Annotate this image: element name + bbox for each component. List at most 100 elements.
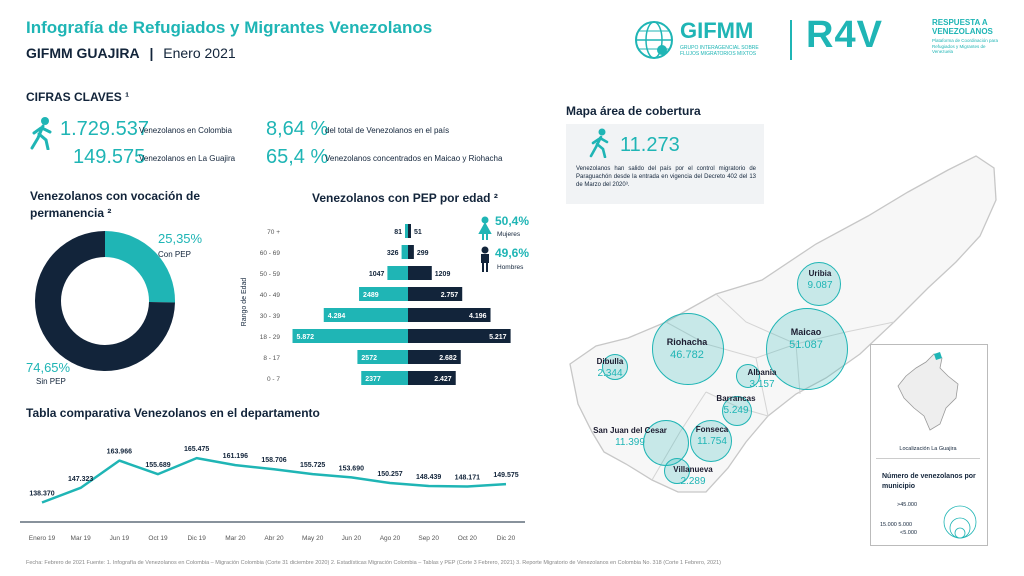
man-icon (481, 246, 489, 272)
uribia-label: Uribia 9.087 (807, 269, 833, 291)
legend-bubbles (943, 505, 977, 539)
pyramid-label-women: 1047 (369, 271, 385, 278)
trend-data-label: 153.690 (339, 465, 364, 472)
gifmm-logo: GIFMM GRUPO INTERAGENCIAL SOBRE FLUJOS M… (632, 18, 780, 62)
trend-line (41, 456, 507, 504)
pyramid-label-men: 5.217 (489, 334, 507, 341)
pyramid-tick-label: 8 - 17 (263, 355, 280, 362)
pyramid-label-women: 4.284 (328, 313, 346, 320)
trend-tick-label: Oct 20 (458, 535, 478, 542)
trend-data-label: 165.475 (184, 446, 209, 453)
pyramid-bar-women (361, 371, 408, 385)
pyramid-bar-women (357, 350, 408, 364)
pyramid-tick-label: 0 - 7 (267, 376, 280, 383)
men-label: Hombres (497, 264, 524, 271)
trend-data-label: 161.196 (223, 453, 248, 460)
trend-tick-label: Mar 19 (71, 535, 92, 542)
albania-bubble (736, 364, 760, 388)
permanence-donut-chart (35, 231, 176, 371)
pyramid-bar-women (405, 224, 408, 238)
colombia-label: Venezolanos en Colombia (139, 126, 232, 135)
pyramid-bar-women (387, 266, 408, 280)
pyramid-label-women: 2489 (363, 292, 379, 299)
separator: | (149, 45, 154, 61)
logo-divider (790, 20, 792, 60)
trend-data-label: 138.370 (29, 490, 54, 497)
trend-data-label: 147.323 (68, 476, 93, 483)
pyramid-bar-men (408, 266, 432, 280)
pep-label: Con PEP (158, 250, 191, 259)
trend-tick-label: Sep 20 (418, 535, 439, 542)
pyramid-bar-women (359, 287, 408, 301)
r4v-subtitle: Plataforma de Coordinación para Refugiad… (932, 38, 999, 54)
trend-tick-label: Abr 20 (264, 535, 284, 542)
legend-small: <5.000 (900, 530, 917, 536)
org-name: GIFMM GUAJIRA (26, 45, 140, 61)
pyramid-label-men: 2.757 (441, 292, 459, 299)
legend-title: Número de venezolanos por municipio (882, 473, 976, 490)
key-figures-heading: CIFRAS CLAVES ¹ (26, 90, 130, 104)
trend-heading: Tabla comparativa Venezolanos en el depa… (26, 406, 320, 420)
legend-mid: 15.000 5.000 (880, 522, 913, 528)
trend-data-label: 149.575 (493, 472, 518, 479)
trend-data-label: 158.706 (261, 457, 286, 464)
guajira-value: 149.575 (73, 146, 146, 168)
pyramid-bar-men (408, 224, 411, 238)
pct-maicao-value: 65,4 % (266, 146, 329, 168)
colombia-value: 1.729.537 (60, 118, 149, 140)
pyramid-bar-women (323, 308, 408, 322)
pyramid-bar-men (408, 308, 491, 322)
guajira-label: Venezolanos en La Guajira (139, 154, 236, 163)
pyramid-label-women: 2377 (365, 376, 381, 383)
trend-tick-label: Dic 20 (497, 535, 516, 542)
pyramid-label-women: 326 (387, 250, 399, 257)
pyramid-tick-label: 40 - 49 (260, 292, 281, 299)
pyramid-bar-women (401, 245, 408, 259)
trend-data-label: 148.439 (416, 474, 441, 481)
pyramid-y-axis-label: Rango de Edad (241, 278, 248, 327)
trend-tick-label: Oct 19 (148, 535, 168, 542)
maicao-bubble (766, 308, 848, 390)
pyramid-bar-men (408, 287, 463, 301)
pyramid-bar-men (408, 329, 511, 343)
pyramid-label-men: 299 (417, 250, 429, 257)
barrancas-bubble (722, 396, 752, 426)
pyramid-tick-label: 50 - 59 (260, 271, 281, 278)
pyramid-tick-label: 70 + (267, 229, 280, 236)
villanueva-bubble (664, 458, 690, 484)
pep-pct: 25,35% (158, 231, 203, 246)
fonseca-label: Fonseca 11.754 (695, 425, 729, 447)
legend-divider (876, 458, 980, 459)
trend-tick-label: Mar 20 (225, 535, 246, 542)
pyramid-tick-label: 18 - 29 (260, 334, 281, 341)
dibulla-bubble (602, 354, 628, 380)
men-pct: 49,6% (495, 246, 530, 260)
trend-data-label: 155.725 (300, 462, 325, 469)
colombia-inset-map (897, 352, 959, 431)
globe-people-icon (635, 21, 673, 59)
r4v-wordmark: R4V (806, 14, 883, 56)
pyramid-label-men: 4.196 (469, 313, 487, 320)
walking-person-icon (30, 117, 52, 150)
riohacha-bubble (652, 313, 724, 385)
uribia-bubble (797, 262, 841, 306)
donut-slice-con-pep (105, 231, 176, 303)
pyramid-label-men: 2.427 (434, 376, 452, 383)
page-subtitle: GIFMM GUAJIRA | Enero 2021 (26, 45, 236, 61)
permanence-heading: Venezolanos con vocación de permanencia … (30, 189, 201, 220)
departures-text: Venezolanos han salido del país por el c… (576, 166, 756, 188)
trend-tick-label: Enero 19 (29, 535, 56, 542)
trend-tick-label: May 20 (302, 535, 324, 542)
page-title: Infografía de Refugiados y Migrantes Ven… (26, 18, 433, 37)
pep-age-heading: Venezolanos con PEP por edad ² (312, 191, 498, 205)
r4v-title: RESPUESTA A VENEZOLANOS (932, 18, 993, 36)
pyramid-bar-women (292, 329, 408, 343)
pyramid-label-men: 1209 (435, 271, 451, 278)
inset-caption: Localización La Guajira (899, 446, 957, 452)
pyramid-label-men: 2.682 (439, 355, 457, 362)
report-date: Enero 2021 (163, 45, 236, 61)
footer-sources: Fecha: Febrero de 2021 Fuente: 1. Infogr… (26, 560, 722, 566)
pep-age-pyramid-chart: Rango de Edad 70 + 81 51 60 - 69 326 299 50 - 5… (241, 224, 511, 385)
legend-large: >45.000 (897, 502, 918, 508)
trend-data-label: 150.257 (377, 471, 402, 478)
